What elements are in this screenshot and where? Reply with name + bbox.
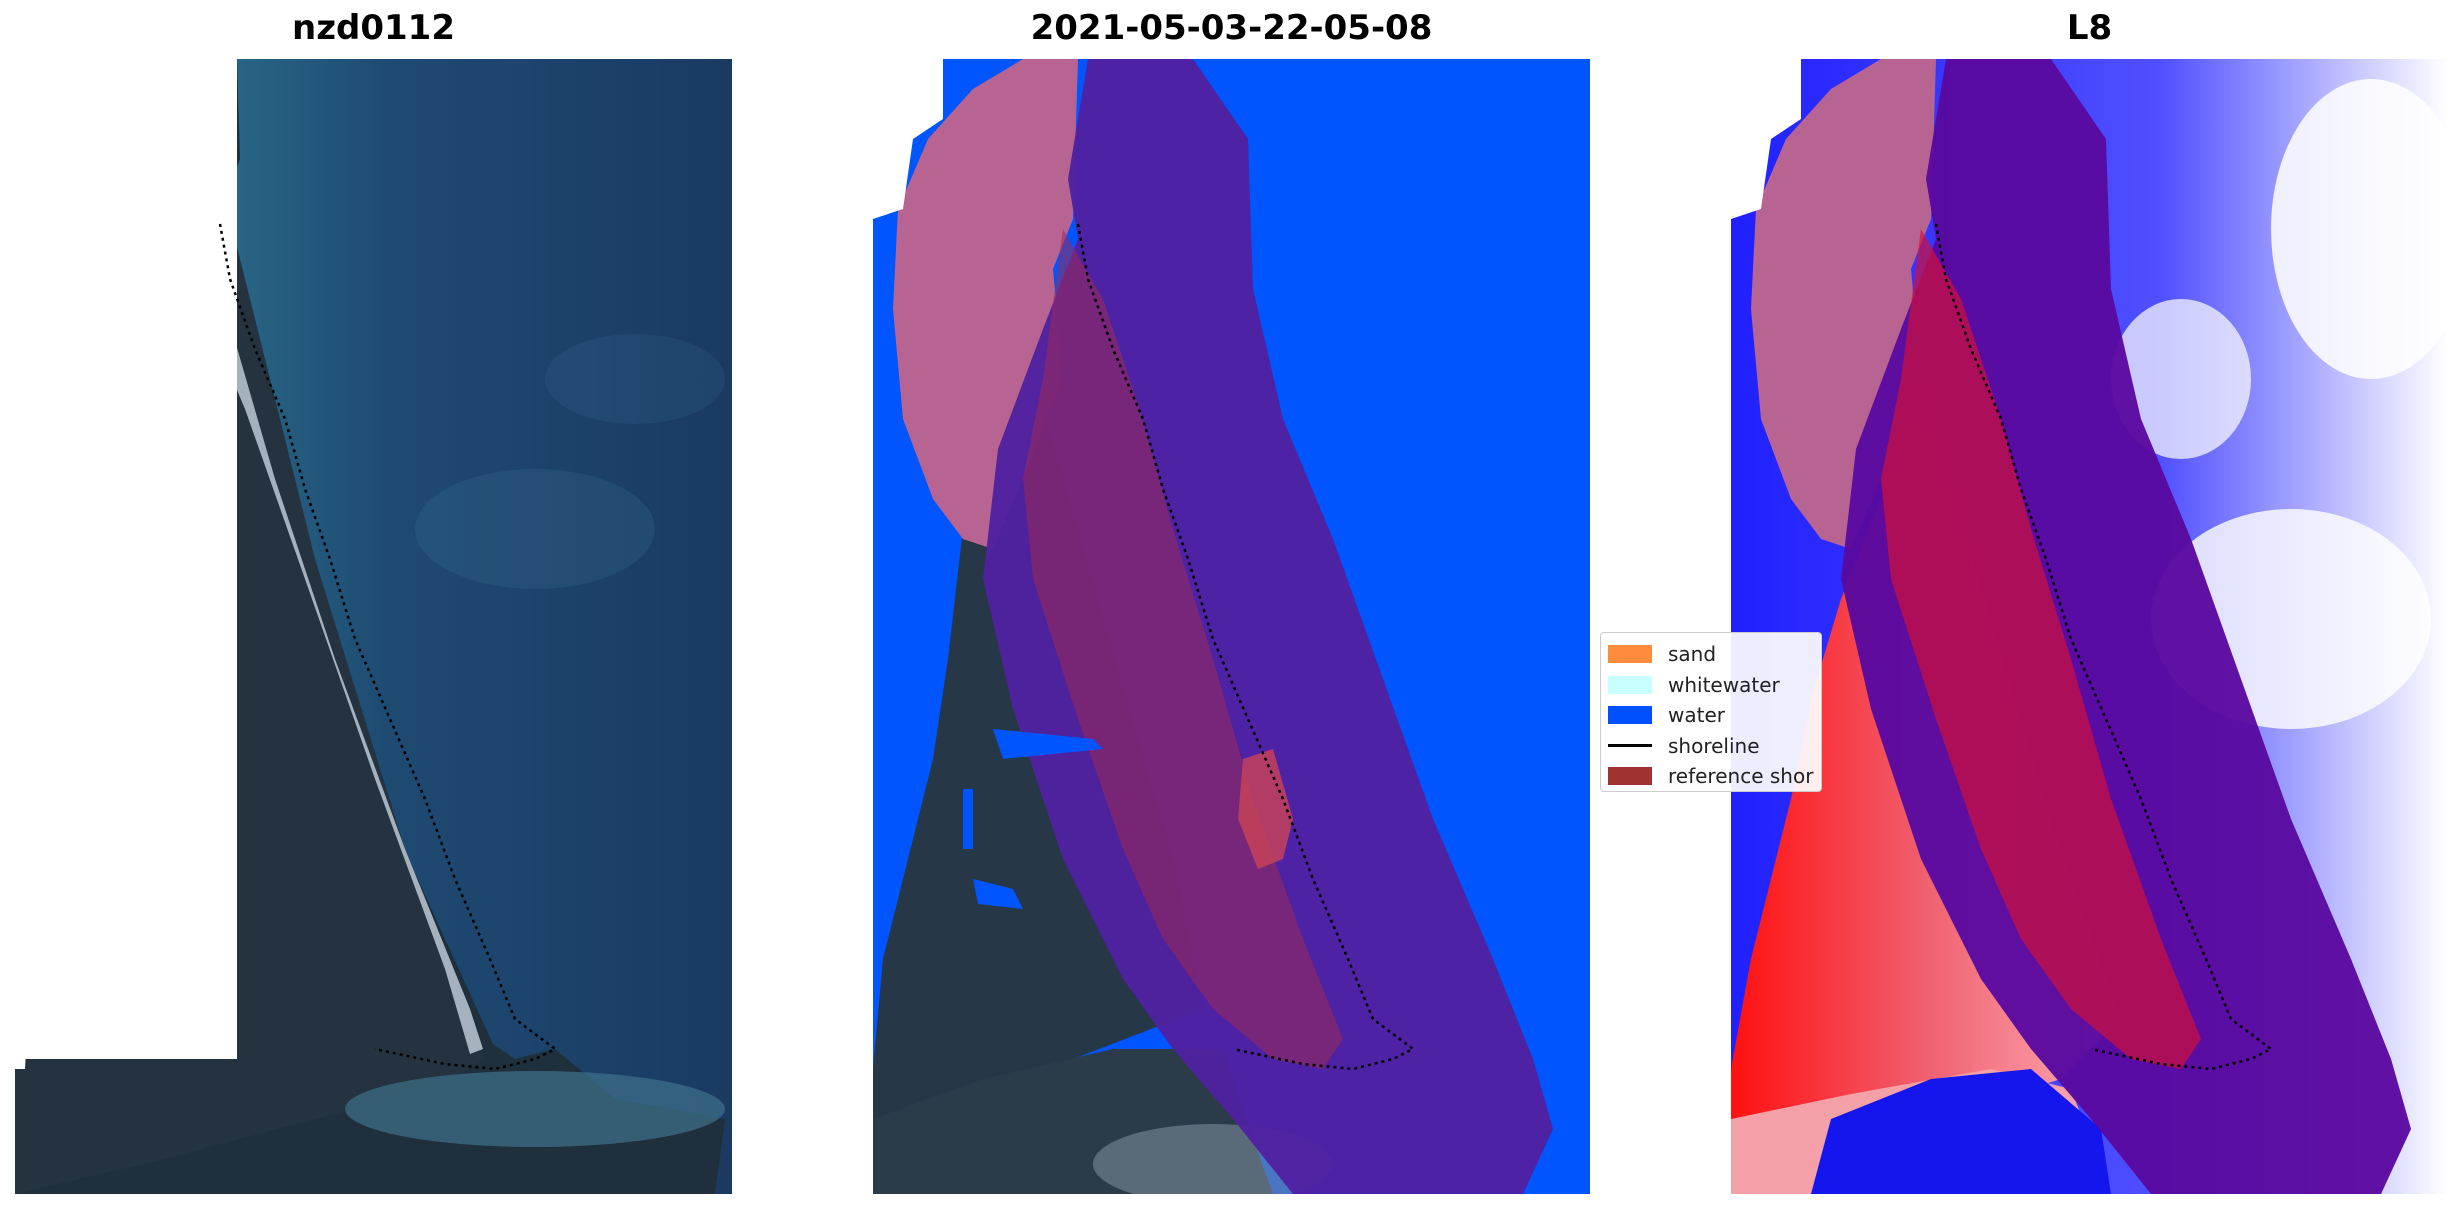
- legend-label: sand: [1668, 642, 1717, 667]
- detected-shoreline: [218, 223, 558, 1071]
- legend-swatch-whitewater: [1608, 675, 1652, 694]
- water-pool-2: [993, 729, 1103, 759]
- rgb-image-panel: [15, 59, 732, 1194]
- shoreline-buffer: [983, 59, 1553, 1194]
- water-inlet-index: [1811, 1069, 2111, 1194]
- sand-class-patch: [1238, 749, 1293, 869]
- water-pool-1: [963, 789, 973, 849]
- panel-title-rgb: nzd0112: [292, 8, 455, 48]
- legend-item-whitewater: whitewater: [1601, 670, 1821, 701]
- legend-label: reference shor: [1668, 764, 1814, 789]
- classification-panel: [873, 59, 1590, 1194]
- shoreline-buffer-index: [1841, 59, 2411, 1194]
- legend-label: shoreline: [1668, 733, 1760, 758]
- legend-item-shoreline: shoreline: [1601, 731, 1821, 762]
- water-pool-3: [973, 879, 1023, 909]
- legend-label: water: [1668, 703, 1725, 728]
- legend-item-water: water: [1601, 700, 1821, 731]
- panel-title-index: L8: [2066, 8, 2113, 48]
- legend-label: whitewater: [1668, 672, 1780, 697]
- classification-image: [873, 59, 1590, 1194]
- legend-swatch-water: [1608, 706, 1652, 725]
- legend-item-sand: sand: [1601, 639, 1821, 670]
- river-sediment: [345, 1071, 725, 1147]
- nodata-corner-index: [1731, 59, 1801, 219]
- nodata-corner: [873, 59, 943, 219]
- legend-item-reference-shoreline: reference shor: [1601, 761, 1821, 791]
- legend-swatch-reference: [1608, 767, 1652, 786]
- rgb-satellite-image: [15, 59, 732, 1194]
- nodata-left-edge: [15, 59, 237, 1069]
- legend-line-shoreline: [1608, 744, 1652, 748]
- index-panel: [1731, 59, 2448, 1194]
- legend: sand whitewater water shoreline referenc…: [1600, 632, 1822, 792]
- cloud-haze: [415, 469, 655, 589]
- cloud-haze-2: [545, 334, 725, 424]
- detected-shoreline-3: [1934, 223, 2274, 1071]
- cloud-white-1: [2271, 79, 2448, 379]
- cloud-white-3: [2111, 299, 2251, 459]
- detected-shoreline-2: [1076, 223, 1416, 1071]
- reference-shoreline-zone-index: [1881, 229, 2201, 1069]
- index-image: [1731, 59, 2448, 1194]
- panel-title-classification: 2021-05-03-22-05-08: [1030, 8, 1433, 48]
- legend-swatch-sand: [1608, 645, 1652, 664]
